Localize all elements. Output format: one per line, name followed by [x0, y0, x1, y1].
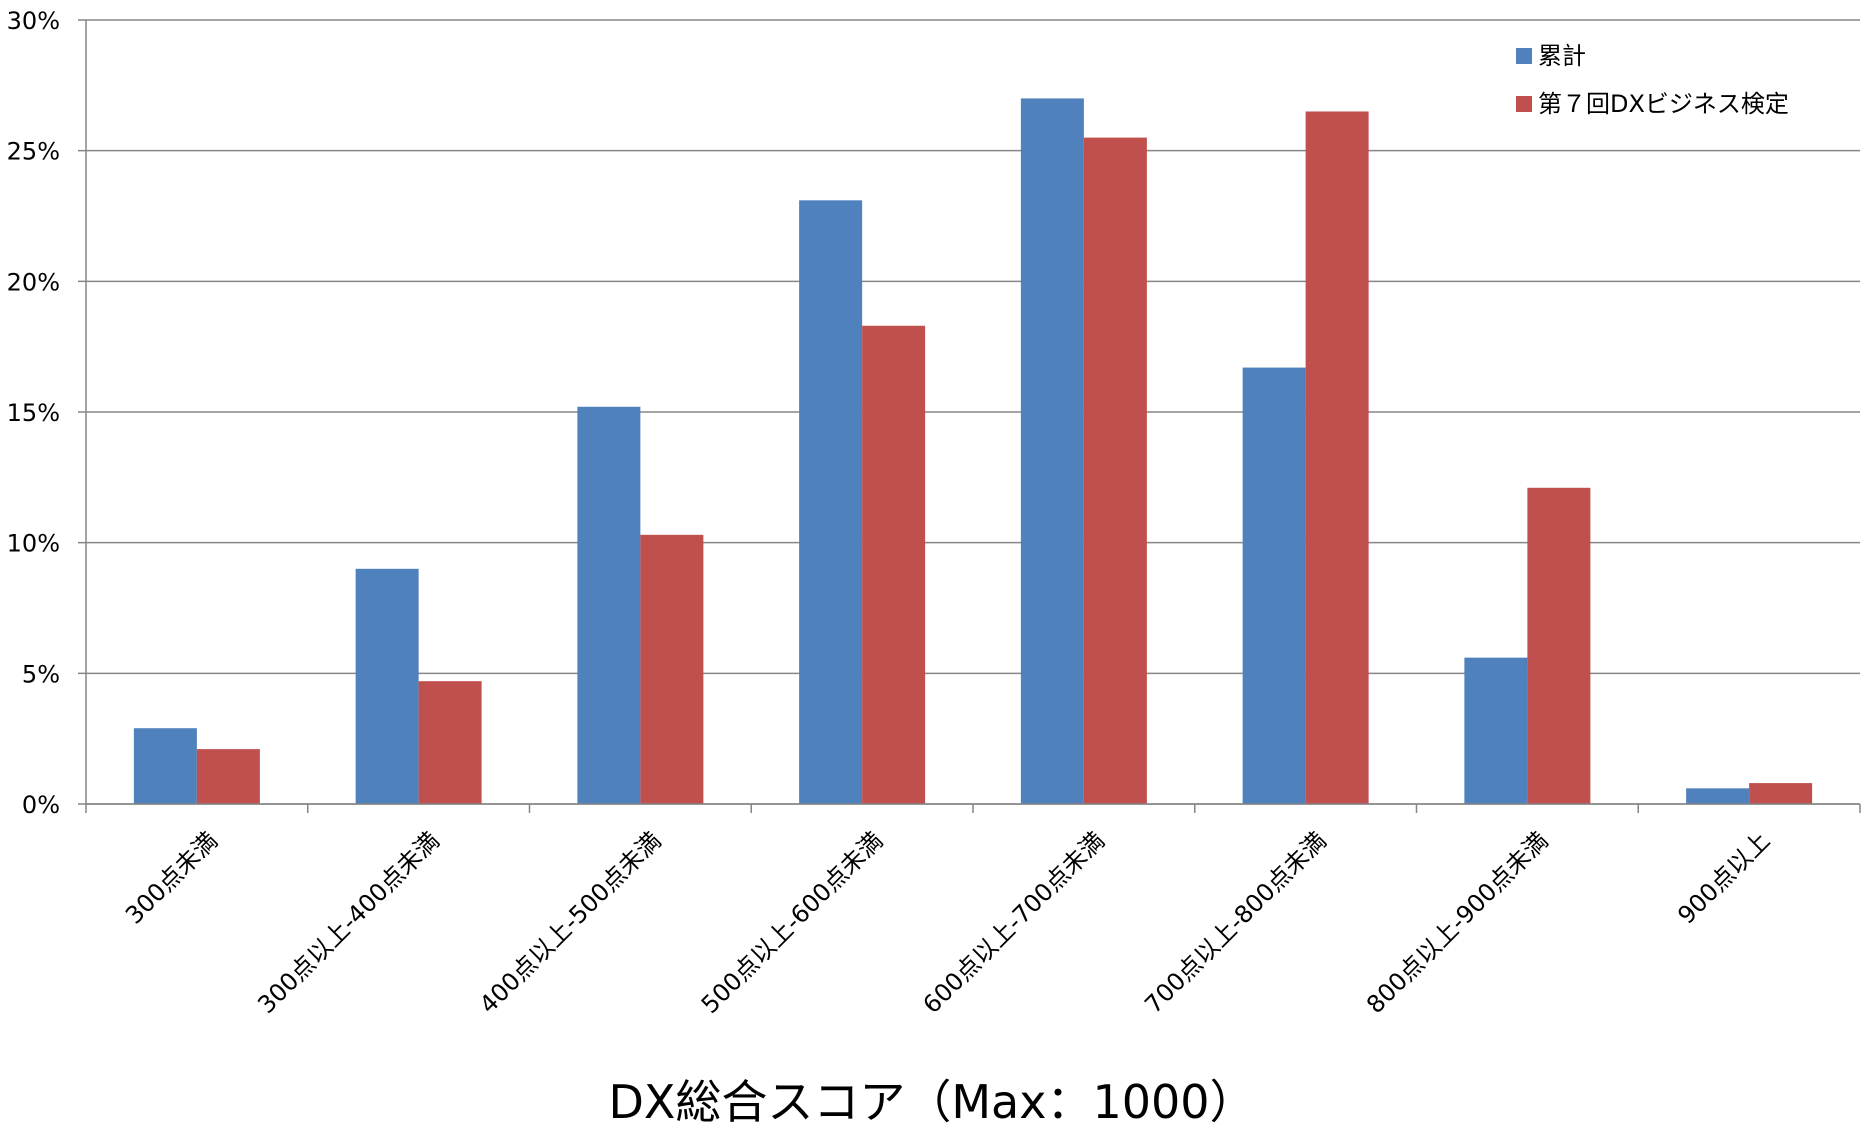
y-tick-label: 10%: [7, 530, 60, 558]
x-category-label: 500点以上-600点未満: [696, 826, 889, 1019]
bars: [133, 98, 1813, 805]
axes: [85, 20, 1861, 813]
bar-round7-1: [418, 681, 482, 804]
bar-cumulative-1: [355, 568, 419, 804]
x-category-label: 800点以上-900点未満: [1361, 826, 1554, 1019]
bar-cumulative-5: [1242, 367, 1306, 804]
bar-cumulative-7: [1686, 788, 1750, 804]
legend-swatch: [1516, 48, 1532, 64]
bar-cumulative-4: [1020, 98, 1084, 804]
x-category-label: 600点以上-700点未満: [918, 826, 1111, 1019]
x-category-label: 300点以上-400点未満: [252, 826, 445, 1019]
y-tick-label: 20%: [7, 268, 60, 296]
y-tick-label: 0%: [22, 791, 60, 819]
bar-round7-7: [1749, 783, 1813, 804]
y-tick-label: 5%: [22, 660, 60, 688]
x-axis-title: DX総合スコア（Max：1000）: [608, 1075, 1255, 1129]
y-tick-label: 15%: [7, 399, 60, 427]
bar-cumulative-6: [1464, 657, 1528, 804]
x-category-label: 400点以上-500点未満: [474, 826, 667, 1019]
bar-cumulative-0: [133, 728, 197, 804]
x-category-label: 700点以上-800点未満: [1139, 826, 1332, 1019]
y-tick-label: 30%: [7, 7, 60, 35]
y-tick-labels: 0% 5% 10% 15% 20% 25% 30%: [7, 7, 60, 819]
bar-round7-5: [1305, 111, 1369, 804]
legend-label: 第７回DXビジネス検定: [1538, 90, 1789, 118]
bar-round7-2: [640, 534, 704, 804]
legend-label: 累計: [1538, 42, 1586, 70]
bar-round7-6: [1527, 487, 1591, 804]
x-category-labels: 300点未満 300点以上-400点未満 400点以上-500点未満 500点以上-6…: [120, 826, 1775, 1019]
bar-cumulative-2: [577, 406, 641, 804]
bar-round7-3: [862, 325, 926, 804]
bar-round7-4: [1083, 137, 1147, 805]
gridlines: [78, 19, 1860, 805]
bar-cumulative-3: [799, 200, 863, 804]
x-category-label: 300点未満: [120, 826, 223, 929]
legend-swatch: [1516, 96, 1532, 112]
x-category-label: 900点以上: [1672, 826, 1775, 929]
y-tick-label: 25%: [7, 138, 60, 166]
bar-round7-0: [196, 749, 260, 804]
